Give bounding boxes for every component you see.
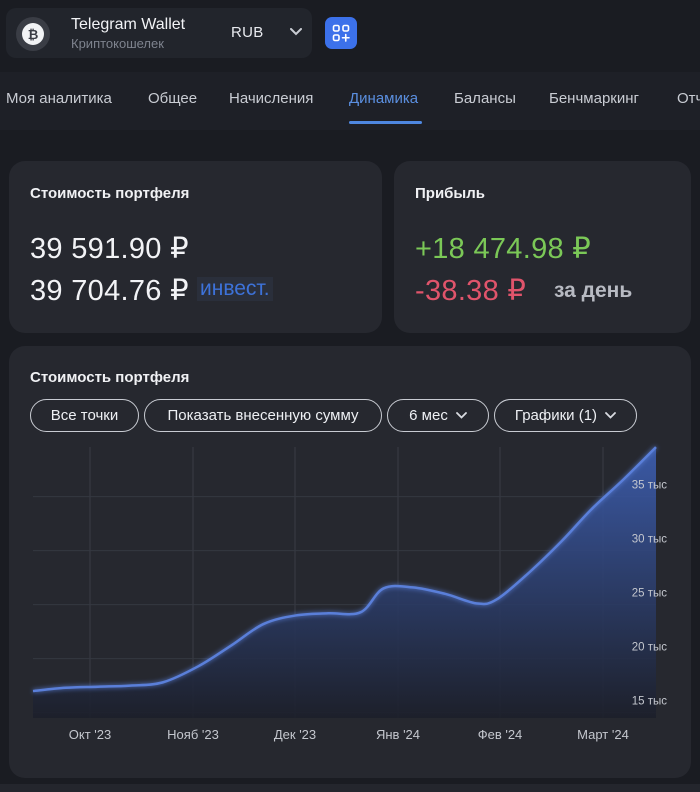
y-tick-label: 25 тыс (632, 588, 668, 600)
active-tab-indicator (349, 121, 422, 124)
y-tick-label: 20 тыс (632, 642, 668, 654)
x-tick-label: Март '24 (577, 727, 629, 742)
currency-selector[interactable]: RUB (231, 24, 264, 41)
chart-series-line (32, 446, 657, 693)
tab-accruals[interactable]: Начисления (229, 90, 314, 107)
period-dropdown[interactable]: 6 мес (387, 399, 489, 432)
chevron-down-icon[interactable] (290, 28, 302, 36)
chart-y-tick-labels: 15 тыс 20 тыс 25 тыс 30 тыс 35 тыс (632, 480, 668, 708)
portfolio-card-title: Стоимость портфеля (30, 185, 190, 202)
tab-dynamics[interactable]: Динамика (349, 90, 419, 107)
show-invested-label: Показать внесенную сумму (167, 407, 359, 424)
profit-daily-label: за день (554, 279, 633, 302)
chart-card-title: Стоимость портфеля (30, 369, 190, 386)
period-label: 6 мес (409, 407, 448, 424)
all-points-label: Все точки (50, 407, 119, 424)
all-points-button[interactable]: Все точки (30, 399, 139, 432)
app-header: ₿ Telegram Wallet Криптокошелек RUB (0, 0, 700, 72)
y-tick-label: 15 тыс (632, 696, 668, 708)
charts-dropdown[interactable]: Графики (1) (494, 399, 637, 432)
tabs-bar: Моя аналитика Общее Начисления Динамика … (0, 72, 700, 130)
tab-general[interactable]: Общее (148, 90, 198, 107)
profit-card-title: Прибыль (415, 185, 485, 202)
wallet-selector[interactable]: ₿ Telegram Wallet Криптокошелек RUB (6, 8, 312, 58)
x-tick-label: Нояб '23 (167, 727, 219, 742)
x-tick-label: Фев '24 (478, 727, 523, 742)
x-tick-label: Окт '23 (69, 727, 111, 742)
chevron-down-icon (455, 412, 467, 419)
chart-x-tick-labels: Окт '23 Нояб '23 Дек '23 Янв '24 Фев '24 Март… (69, 727, 629, 742)
bitcoin-icon: ₿ (16, 17, 50, 51)
invested-value: 39 704.76 ₽ (30, 275, 189, 307)
y-tick-label: 30 тыс (632, 534, 668, 546)
profit-total: +18 474.98 ₽ (415, 233, 592, 265)
chevron-down-icon (605, 412, 616, 419)
charts-label: Графики (1) (514, 407, 598, 424)
invested-label: инвест. (197, 277, 273, 301)
portfolio-value: 39 591.90 ₽ (30, 233, 189, 265)
wallet-type: Криптокошелек (71, 36, 164, 51)
tab-my-analytics[interactable]: Моя аналитика (6, 90, 112, 107)
profit-card: Прибыль +18 474.98 ₽ -38.38 ₽ за день (394, 161, 691, 333)
chart-area-fill (33, 447, 656, 718)
profit-daily: -38.38 ₽ (415, 275, 527, 307)
tab-reports[interactable]: Отч (677, 90, 700, 107)
x-tick-label: Янв '24 (376, 727, 420, 742)
portfolio-value-card: Стоимость портфеля 39 591.90 ₽ 39 704.76… (9, 161, 382, 333)
y-tick-label: 35 тыс (632, 480, 668, 492)
next-card-edge (0, 784, 700, 792)
wallet-name: Telegram Wallet (71, 16, 186, 33)
tab-balances[interactable]: Балансы (454, 90, 516, 107)
apps-add-icon (332, 24, 350, 42)
x-tick-label: Дек '23 (274, 727, 316, 742)
apps-add-button[interactable] (325, 17, 357, 49)
show-invested-button[interactable]: Показать внесенную сумму (144, 399, 382, 432)
tab-benchmarking[interactable]: Бенчмаркинг (549, 90, 639, 107)
